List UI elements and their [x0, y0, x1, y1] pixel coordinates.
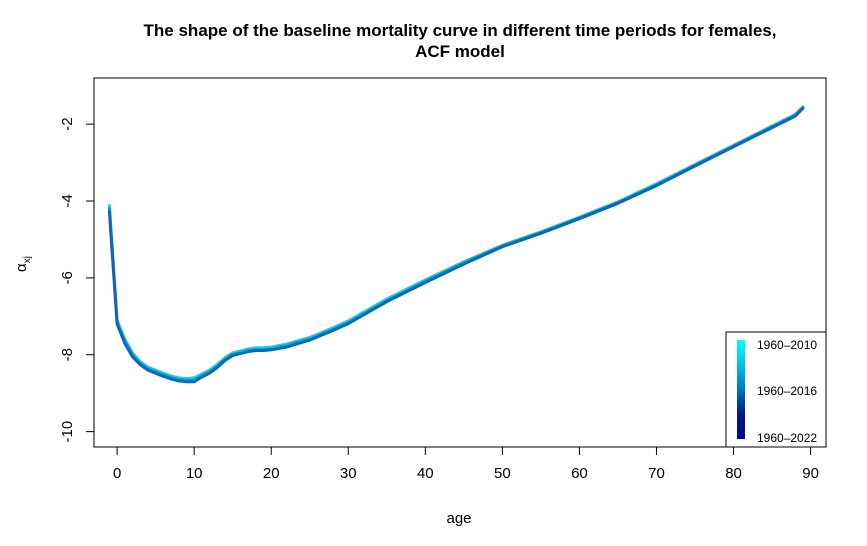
y-tick-label--10: -10 — [59, 421, 76, 443]
legend: 1960–2010 1960–2016 1960–2022 — [725, 331, 827, 448]
x-axis-label: age — [446, 510, 471, 527]
legend-label-1960-2010: 1960–2010 — [757, 338, 817, 352]
x-tick-label-60: 60 — [571, 465, 588, 482]
series-line-3 — [107, 106, 805, 384]
y-axis: -10 -8 -6 -4 -2 — [59, 117, 95, 443]
series-line-1 — [107, 105, 805, 381]
x-tick-label-0: 0 — [113, 465, 121, 482]
y-axis-label: αxj — [13, 256, 33, 272]
y-axis-label-main: α — [13, 263, 30, 272]
plot-lines — [107, 105, 805, 384]
x-tick-label-80: 80 — [725, 465, 742, 482]
series-line-2 — [107, 106, 805, 382]
y-tick-label--2: -2 — [59, 117, 76, 130]
legend-label-1960-2022: 1960–2022 — [757, 431, 817, 445]
legend-label-1960-2016: 1960–2016 — [757, 384, 817, 398]
legend-color-bar — [737, 340, 745, 439]
x-tick-label-20: 20 — [263, 465, 280, 482]
x-tick-label-10: 10 — [186, 465, 203, 482]
x-tick-label-50: 50 — [494, 465, 511, 482]
y-tick-label--4: -4 — [59, 194, 76, 207]
x-tick-label-70: 70 — [648, 465, 665, 482]
chart-title-line-2: ACF model — [415, 42, 505, 61]
x-axis: 0 10 20 30 40 50 60 70 80 90 — [113, 446, 819, 482]
x-tick-label-90: 90 — [802, 465, 819, 482]
x-tick-label-30: 30 — [340, 465, 357, 482]
y-tick-label--8: -8 — [59, 348, 76, 361]
x-tick-label-40: 40 — [417, 465, 434, 482]
chart-title-line-1: The shape of the baseline mortality curv… — [144, 21, 777, 40]
y-tick-label--6: -6 — [59, 271, 76, 284]
y-axis-label-sub: xj — [22, 256, 33, 263]
